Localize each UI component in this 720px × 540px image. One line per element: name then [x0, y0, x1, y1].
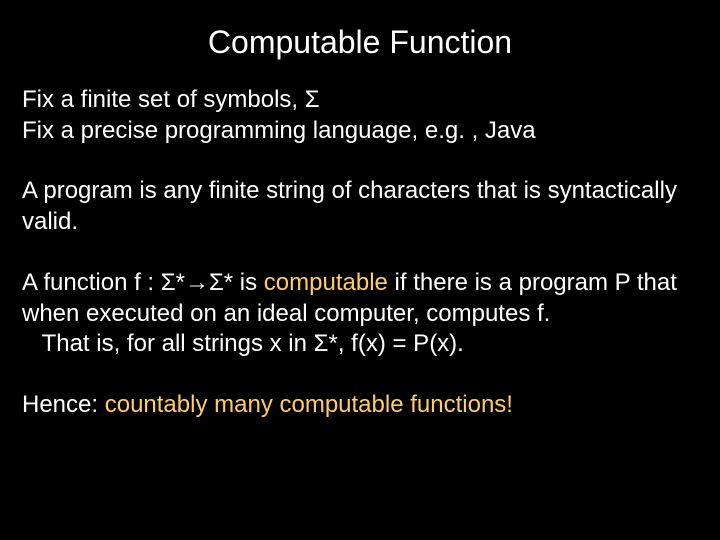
text: , f(x) = P(x).: [338, 330, 464, 357]
text: is: [233, 269, 264, 296]
slide-title: Computable Function: [22, 24, 698, 61]
text: Fix a precise programming language, e.g.…: [22, 117, 536, 144]
arrow-symbol: →: [185, 269, 209, 296]
paragraph-2: A program is any finite string of charac…: [22, 176, 698, 237]
text: Fix a finite set of symbols,: [22, 86, 305, 113]
star-symbol: *: [329, 330, 338, 357]
star-symbol: *: [176, 269, 185, 296]
sigma-symbol: Σ: [161, 269, 176, 296]
slide: Computable Function Fix a finite set of …: [0, 0, 720, 540]
highlight-computable: computable: [264, 269, 388, 296]
paragraph-4: Hence: countably many computable functio…: [22, 390, 698, 421]
text: A function f :: [22, 269, 161, 296]
text: Hence:: [22, 391, 105, 418]
text-indent: That is, for all strings x in: [22, 330, 314, 357]
sigma-symbol: Σ: [305, 86, 320, 113]
highlight-countable: countably many computable functions!: [105, 391, 513, 418]
paragraph-1: Fix a finite set of symbols, Σ Fix a pre…: [22, 85, 698, 146]
text: A program is any finite string of charac…: [22, 177, 677, 235]
paragraph-3: A function f : Σ*→Σ* is computable if th…: [22, 268, 698, 360]
sigma-symbol: Σ: [314, 330, 329, 357]
sigma-symbol: Σ: [209, 269, 224, 296]
star-symbol: *: [224, 269, 233, 296]
